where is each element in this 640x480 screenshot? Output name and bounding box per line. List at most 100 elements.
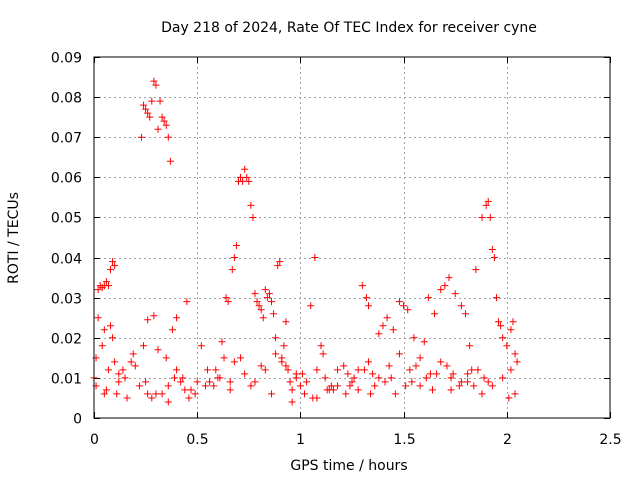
data-point [317,342,325,350]
data-point [509,318,517,326]
data-point [193,378,201,386]
y-tick-label: 0.09 [51,51,82,67]
data-point [447,386,455,394]
data-point [109,334,117,342]
data-point [334,366,342,374]
data-point [451,290,459,298]
data-point [495,318,503,326]
y-axis-label: ROTI / TECUs [6,192,22,284]
data-point [499,374,507,382]
data-point [152,81,160,89]
data-point [375,374,383,382]
data-point [272,334,280,342]
data-point [391,390,399,398]
data-point [259,314,267,322]
data-point [230,254,238,262]
data-point [410,334,418,342]
data-point [307,302,315,310]
data-point [201,382,209,390]
data-point [140,342,148,350]
data-point [263,294,271,302]
data-point [270,310,278,318]
data-point [123,394,131,402]
data-point [135,382,143,390]
data-point [272,350,280,358]
data-point [131,362,139,370]
data-point [365,358,373,366]
data-point [449,370,457,378]
data-point [513,358,521,366]
data-point [237,354,245,362]
y-tick-label: 0.08 [51,91,82,107]
data-point [160,117,168,125]
data-point [381,378,389,386]
data-point [404,306,412,314]
data-point [395,298,403,306]
data-point [383,314,391,322]
data-point [181,386,189,394]
data-point [129,350,137,358]
data-point [107,266,115,274]
data-point [389,326,397,334]
grid-lines [94,57,610,418]
data-point [104,366,112,374]
data-point [144,390,152,398]
data-point [220,354,228,362]
data-point [422,374,430,382]
data-point [243,173,251,181]
data-point [484,197,492,205]
data-point [319,350,327,358]
data-point [150,77,158,85]
data-point [327,382,335,390]
data-point [375,330,383,338]
data-point [247,201,255,209]
y-tick-label: 0.03 [51,292,82,308]
data-point [173,314,181,322]
data-point [261,366,269,374]
data-point [431,310,439,318]
x-tick-label: 1.5 [393,432,415,448]
data-point [144,109,152,117]
data-point [226,386,234,394]
data-point [507,366,515,374]
data-point [164,133,172,141]
data-point [346,382,354,390]
data-point [292,374,300,382]
data-point [400,302,408,310]
data-point [274,262,282,270]
data-point [424,294,432,302]
data-point [437,358,445,366]
data-point [237,173,245,181]
data-point [107,322,115,330]
data-point [158,113,166,121]
y-tick-label: 0.05 [51,211,82,227]
data-point [402,382,410,390]
data-point [445,274,453,282]
data-point [127,358,135,366]
data-point [104,282,112,290]
data-point [433,370,441,378]
y-tick-label: 0 [73,412,82,428]
data-point [230,358,238,366]
data-point [94,286,102,294]
data-point [191,390,199,398]
data-point [173,366,181,374]
data-point [420,338,428,346]
data-point [284,366,292,374]
data-point [148,394,156,402]
data-point [334,382,342,390]
data-point [447,374,455,382]
y-tick-label: 0.04 [51,252,82,268]
data-point [140,101,148,109]
data-point [156,97,164,105]
data-point [179,374,187,382]
data-point [457,378,465,386]
x-tick-label: 2 [503,432,512,448]
data-point [443,362,451,370]
data-point [113,390,121,398]
data-point [276,258,284,266]
data-point [257,362,265,370]
data-point [251,290,259,298]
data-point [505,394,513,402]
